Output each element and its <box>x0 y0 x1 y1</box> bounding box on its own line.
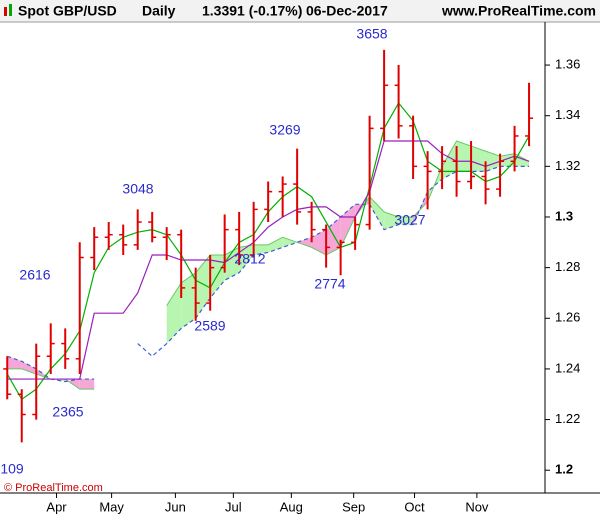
cloud-fill <box>181 272 196 329</box>
annotation: 2774 <box>314 276 345 292</box>
annotation: 2365 <box>52 404 83 420</box>
date: 06-Dec-2017 <box>306 3 388 19</box>
x-tick-label: Jul <box>225 499 242 514</box>
cloud-fill <box>7 356 22 369</box>
x-tick-label: Jun <box>165 499 186 514</box>
x-tick-label: Sep <box>342 499 365 514</box>
cloud-fill <box>340 204 356 248</box>
cloud-fill <box>239 244 254 273</box>
annotation: 3658 <box>356 26 387 42</box>
y-tick-label: 1.2 <box>555 462 573 477</box>
cloud-fill <box>442 141 457 179</box>
cloud-fill <box>21 361 37 374</box>
y-tick-label: 1.3 <box>555 208 573 223</box>
last-price: 1.3391 (-0.17%) <box>202 3 302 19</box>
cloud-fill <box>311 229 327 255</box>
period: Daily <box>142 3 176 19</box>
cloud-fill <box>485 151 501 172</box>
cloud-fill <box>253 244 269 255</box>
x-tick-label: Apr <box>46 499 67 514</box>
cloud-fill <box>166 282 182 344</box>
symbol: Spot GBP/USD <box>18 3 117 19</box>
annotation: 3269 <box>269 122 300 138</box>
annotation: 2812 <box>234 251 265 267</box>
footer: © ProRealTime.com <box>4 482 103 494</box>
y-tick-label: 1.36 <box>555 56 580 71</box>
cloud-fill <box>369 196 385 230</box>
logo-icon <box>4 4 12 16</box>
y-tick-label: 1.22 <box>555 411 580 426</box>
cloud-fill <box>79 379 95 390</box>
site: www.ProRealTime.com <box>441 3 596 19</box>
y-tick-label: 1.32 <box>555 158 580 173</box>
x-tick-label: Aug <box>280 499 303 514</box>
header-bar <box>0 0 600 22</box>
cloud-fill <box>456 141 472 172</box>
annotation: 2589 <box>194 318 225 334</box>
x-tick-label: Oct <box>404 499 425 514</box>
y-tick-label: 1.34 <box>555 107 580 122</box>
x-tick-label: May <box>99 499 124 514</box>
annotation: 3027 <box>394 212 425 228</box>
x-tick-label: Nov <box>465 499 489 514</box>
cloud-fill <box>326 216 341 255</box>
cloud-fill <box>398 216 414 225</box>
annotation: 109 <box>0 461 24 477</box>
cloud-fill <box>210 254 225 299</box>
y-tick-label: 1.24 <box>555 360 580 375</box>
cloud-fill <box>282 237 298 248</box>
annotation: 2616 <box>19 267 50 283</box>
annotation: 3048 <box>122 181 153 197</box>
cloud-fill <box>384 211 399 230</box>
cloud-fill <box>297 237 312 248</box>
y-tick-label: 1.28 <box>555 259 580 274</box>
y-tick-label: 1.26 <box>555 310 580 325</box>
